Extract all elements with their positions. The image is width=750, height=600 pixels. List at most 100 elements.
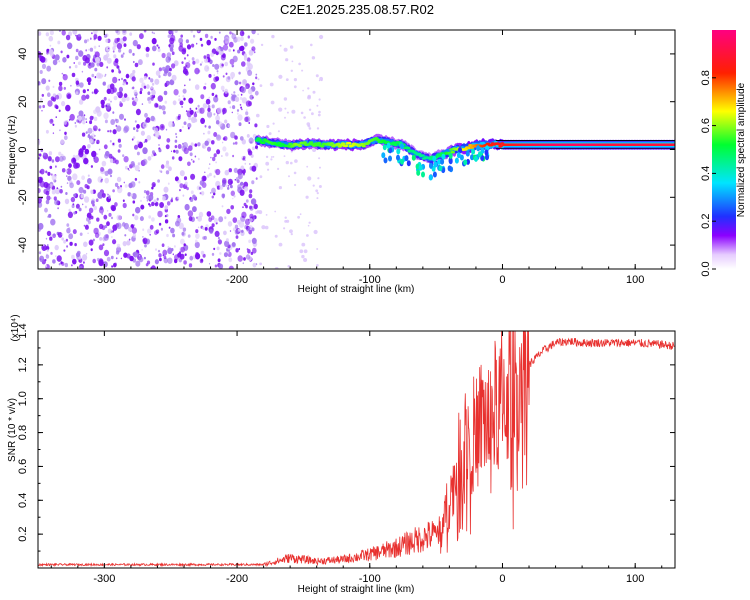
noise-speckle [63,120,67,125]
noise-speckle [124,184,128,188]
y-tick-label: 20 [17,96,29,108]
noise-speckle [87,88,89,92]
noise-speckle [186,44,192,50]
noise-speckle [114,202,118,207]
noise-speckle [65,192,68,195]
noise-speckle [145,117,151,123]
noise-speckle [239,136,244,141]
noise-speckle [151,186,154,190]
noise-speckle [39,83,42,86]
noise-speckle [133,251,139,258]
noise-speckle [112,142,115,146]
noise-speckle [111,236,113,238]
noise-speckle [277,167,280,170]
noise-speckle [118,70,122,74]
noise-speckle [204,82,207,86]
x-tick-label: 0 [499,573,505,585]
signal-cell [454,157,459,164]
noise-speckle [157,48,161,53]
noise-speckle [182,142,184,145]
noise-speckle [94,90,98,95]
noise-speckle [204,58,209,63]
noise-speckle [224,119,228,124]
spectrogram-y-axis: -40 -20 0 20 40 [17,48,675,253]
noise-speckle [206,174,210,178]
snr-y-axis: 0.2 0.4 0.6 0.8 1.0 1.2 1.4 [17,323,675,552]
noise-speckle [43,244,45,247]
noise-speckle [185,39,189,44]
noise-speckle [130,224,135,229]
noise-speckle [237,49,241,54]
noise-speckle [93,227,99,235]
noise-speckle [156,44,159,47]
noise-speckle [115,118,119,124]
noise-speckle [151,153,154,158]
noise-speckle [86,212,92,219]
noise-speckle [204,65,210,72]
noise-speckle [61,237,64,241]
noise-speckle [123,93,128,98]
noise-speckle [59,189,63,194]
noise-speckle [215,115,221,122]
noise-speckle [151,201,155,207]
noise-speckle [207,105,211,109]
noise-speckle [50,251,53,255]
noise-speckle [134,97,139,103]
noise-speckle [250,251,254,255]
colorbar-gradient [712,30,736,269]
noise-speckle [232,217,238,224]
y-tick-label: -20 [17,189,29,205]
noise-speckle [116,125,122,132]
noise-speckle [193,113,198,118]
noise-speckle [316,104,319,107]
noise-speckle [171,63,176,69]
noise-speckle [154,78,160,85]
noise-speckle [227,221,233,227]
noise-speckle [75,203,80,209]
noise-speckle [289,229,293,234]
noise-speckle [283,155,286,158]
noise-speckle [216,46,221,53]
noise-speckle [230,71,236,79]
noise-speckle [82,261,85,264]
noise-speckle [243,155,246,160]
noise-speckle [278,186,282,190]
noise-speckle [73,62,75,64]
noise-speckle [279,44,282,47]
noise-speckle [143,256,146,260]
noise-speckle [39,70,43,74]
noise-speckle [109,87,115,95]
noise-speckle [63,249,66,252]
noise-speckle [103,249,110,257]
x-tick-label: -300 [93,274,115,286]
noise-speckle [154,248,158,251]
noise-speckle [220,46,224,50]
noise-speckle [225,72,228,76]
noise-speckle [179,42,183,47]
noise-speckle [168,44,171,47]
noise-speckle [99,237,103,241]
noise-speckle [313,229,318,235]
noise-speckle [207,107,211,112]
noise-speckle [178,98,181,102]
noise-speckle [319,76,323,81]
noise-speckle [228,265,234,269]
noise-speckle [110,216,114,220]
noise-speckle [157,210,163,218]
noise-speckle [221,63,224,67]
noise-speckle [122,199,125,202]
noise-speckle [235,235,239,239]
noise-speckle [227,124,230,128]
noise-speckle [236,36,241,42]
noise-speckle [149,233,151,236]
noise-speckle [109,140,112,143]
noise-speckle [241,31,245,35]
noise-speckle [131,87,134,90]
noise-speckle [241,211,247,219]
noise-speckle [84,184,88,189]
noise-speckle [215,168,221,176]
signal-cell [336,142,341,146]
noise-speckle [152,62,155,66]
signal-cell [428,174,433,181]
noise-speckle [110,119,116,125]
